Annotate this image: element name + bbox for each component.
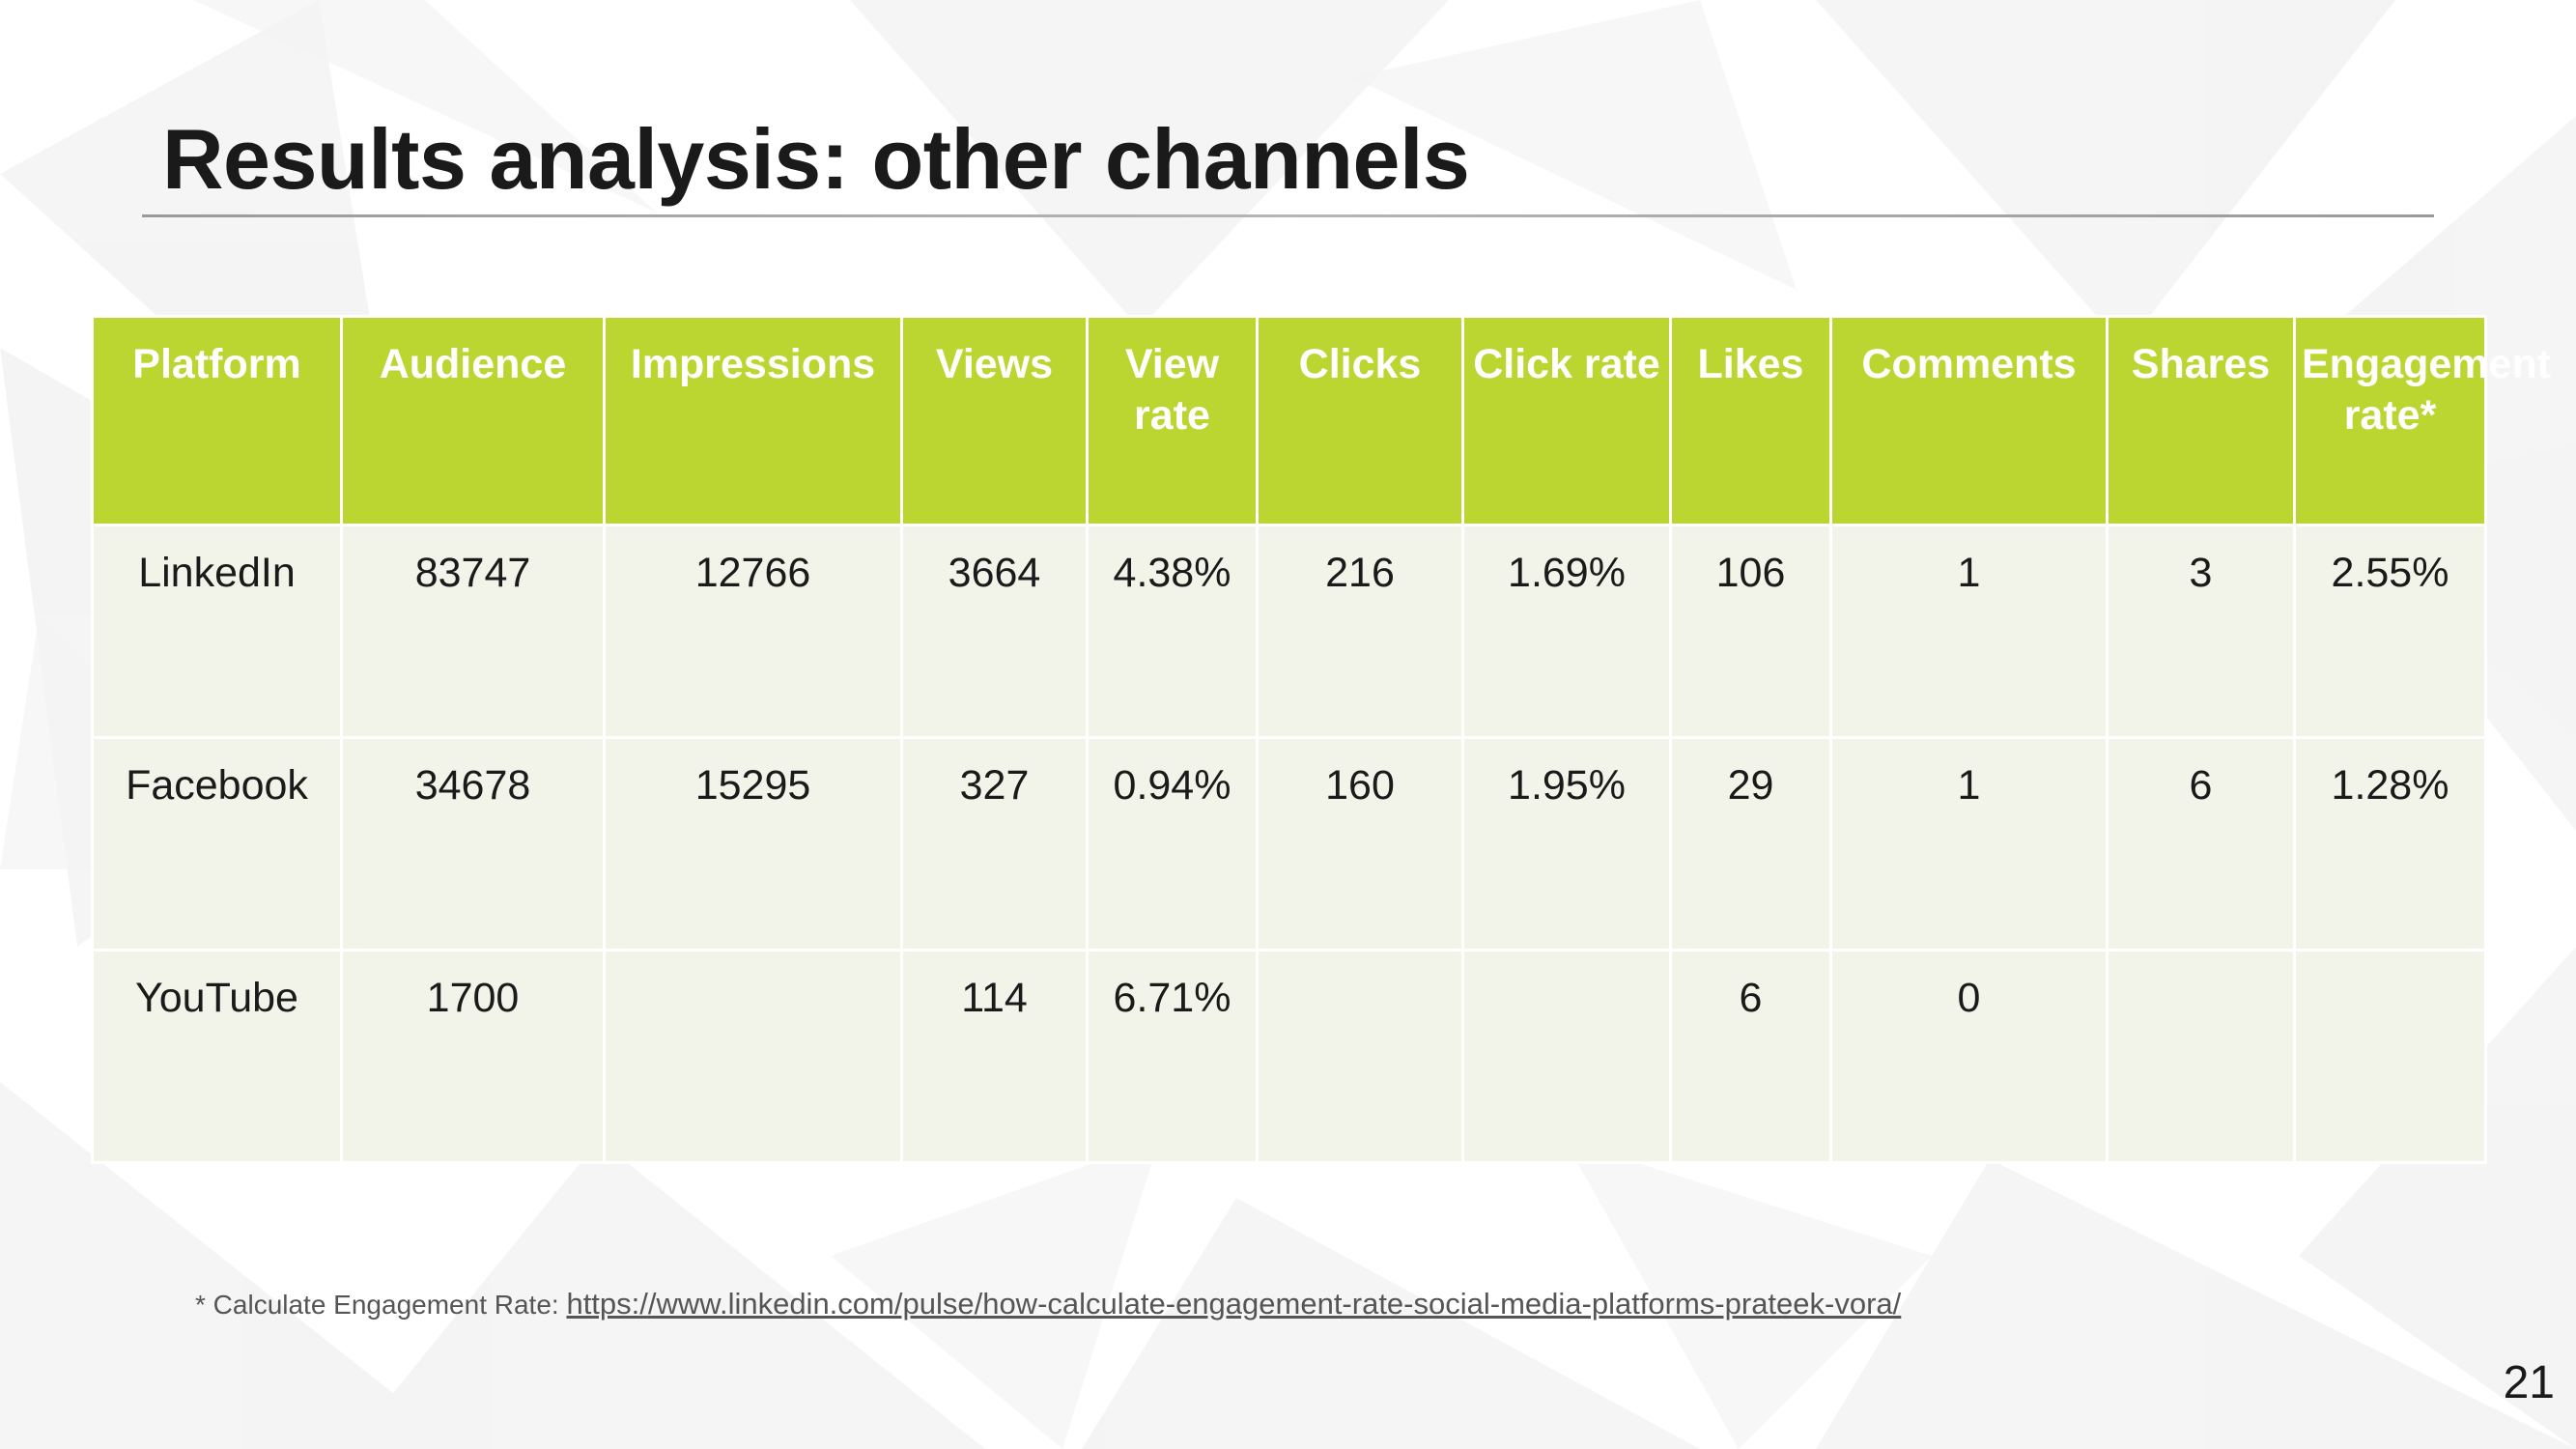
cell-audience: 83747 [340,524,606,739]
cell-shares: 6 [2106,736,2296,952]
cell-impressions [603,949,903,1164]
cell-platform: Facebook [91,736,343,952]
cell-engagement-rate: 1.28% [2293,736,2487,952]
cell-click-rate: 1.69% [1461,524,1672,739]
cell-audience: 34678 [340,736,606,952]
table-row: Facebook 34678 15295 327 0.94% 160 1.95%… [91,736,2487,952]
engagement-rate-link[interactable]: https://www.linkedin.com/pulse/how-calcu… [566,1287,1902,1321]
header-comments: Comments [1829,315,2109,526]
cell-impressions: 12766 [603,524,903,739]
table-row: LinkedIn 83747 12766 3664 4.38% 216 1.69… [91,524,2487,739]
cell-audience: 1700 [340,949,606,1164]
table-header-row: Platform Audience Impressions Views View… [91,315,2551,526]
cell-clicks: 216 [1256,524,1464,739]
cell-likes: 6 [1669,949,1832,1164]
footnote-text: * Calculate Engagement Rate: [195,1290,567,1320]
cell-shares [2106,949,2296,1164]
header-audience: Audience [340,315,606,526]
header-shares: Shares [2106,315,2296,526]
cell-views: 327 [900,736,1089,952]
header-platform: Platform [91,315,343,526]
header-view-rate: View rate [1086,315,1259,526]
cell-click-rate [1461,949,1672,1164]
header-engagement-rate: Engagement rate* [2293,315,2551,526]
results-table: Platform Audience Impressions Views View… [91,315,2551,1164]
cell-comments: 1 [1829,736,2109,952]
cell-likes: 29 [1669,736,1832,952]
cell-clicks [1256,949,1464,1164]
header-views: Views [900,315,1089,526]
cell-click-rate: 1.95% [1461,736,1672,952]
page-number: 21 [2503,1357,2555,1408]
slide-title: Results analysis: other channels [162,111,1470,207]
cell-view-rate: 6.71% [1086,949,1259,1164]
cell-shares: 3 [2106,524,2296,739]
cell-view-rate: 4.38% [1086,524,1259,739]
footnote: * Calculate Engagement Rate: https://www… [195,1287,1901,1321]
cell-comments: 1 [1829,524,2109,739]
header-impressions: Impressions [603,315,903,526]
cell-views: 114 [900,949,1089,1164]
cell-view-rate: 0.94% [1086,736,1259,952]
cell-likes: 106 [1669,524,1832,739]
table-row: YouTube 1700 114 6.71% 6 0 [91,949,2487,1164]
cell-views: 3664 [900,524,1089,739]
header-likes: Likes [1669,315,1832,526]
cell-engagement-rate: 2.55% [2293,524,2487,739]
cell-engagement-rate [2293,949,2487,1164]
title-divider [142,214,2434,217]
cell-platform: YouTube [91,949,343,1164]
cell-clicks: 160 [1256,736,1464,952]
cell-comments: 0 [1829,949,2109,1164]
cell-platform: LinkedIn [91,524,343,739]
header-clicks: Clicks [1256,315,1464,526]
header-click-rate: Click rate [1461,315,1672,526]
cell-impressions: 15295 [603,736,903,952]
